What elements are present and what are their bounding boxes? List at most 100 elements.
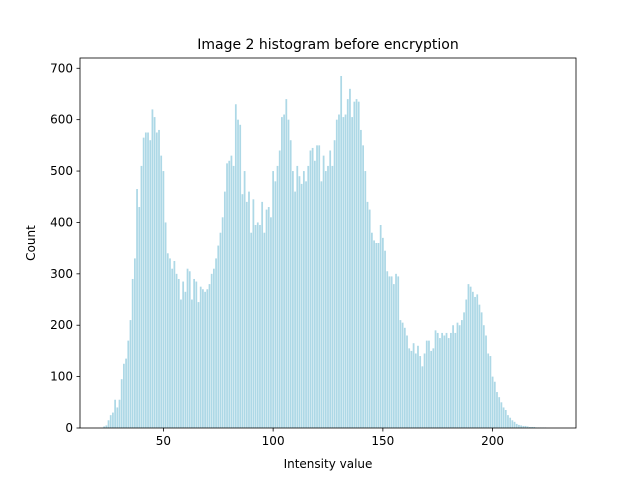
bar bbox=[193, 278, 196, 428]
bar bbox=[399, 320, 402, 428]
bar bbox=[276, 165, 279, 428]
bar bbox=[140, 165, 143, 428]
bar bbox=[302, 171, 305, 429]
bar bbox=[322, 155, 325, 428]
bar bbox=[138, 207, 141, 428]
bar bbox=[250, 232, 253, 428]
bar bbox=[300, 183, 303, 428]
bar bbox=[447, 338, 450, 428]
bar bbox=[502, 407, 505, 428]
bar bbox=[381, 237, 384, 428]
bar bbox=[351, 117, 354, 428]
bar bbox=[463, 312, 465, 428]
bar bbox=[436, 332, 439, 428]
plot-frame bbox=[79, 57, 577, 429]
bar bbox=[149, 140, 152, 428]
bar bbox=[125, 358, 127, 428]
bar bbox=[522, 425, 525, 428]
bar bbox=[434, 330, 437, 428]
bar bbox=[531, 426, 533, 428]
bar bbox=[166, 253, 169, 428]
bar bbox=[498, 397, 501, 428]
bar bbox=[471, 291, 474, 428]
bar bbox=[120, 379, 123, 428]
bar bbox=[403, 327, 406, 428]
bar bbox=[360, 129, 362, 428]
bar bbox=[241, 194, 244, 428]
bar bbox=[292, 171, 294, 429]
bar bbox=[335, 119, 338, 429]
bar bbox=[489, 356, 492, 428]
bar bbox=[526, 426, 529, 428]
bar bbox=[430, 350, 433, 428]
bar bbox=[261, 201, 264, 428]
chart-title: Image 2 histogram before encryption bbox=[197, 37, 459, 53]
bar bbox=[112, 412, 114, 428]
bar bbox=[397, 276, 400, 428]
bar bbox=[377, 243, 380, 428]
bar bbox=[107, 420, 110, 428]
bar bbox=[186, 268, 189, 428]
bar bbox=[478, 304, 481, 428]
y-tick-label: 200 bbox=[50, 318, 73, 332]
bar bbox=[408, 348, 411, 428]
bar bbox=[155, 132, 158, 428]
bar bbox=[221, 217, 224, 428]
bar bbox=[230, 155, 233, 428]
bar bbox=[524, 425, 527, 428]
bar bbox=[390, 276, 393, 428]
bar bbox=[182, 281, 185, 428]
bar bbox=[338, 114, 340, 429]
bar bbox=[226, 163, 228, 428]
bar bbox=[298, 176, 301, 428]
y-tick-label: 500 bbox=[50, 164, 73, 178]
bar bbox=[467, 284, 470, 428]
bar bbox=[456, 322, 459, 428]
bar bbox=[417, 345, 419, 428]
bar bbox=[452, 325, 454, 428]
bar bbox=[153, 117, 156, 428]
bar bbox=[313, 160, 316, 428]
bar bbox=[518, 424, 520, 428]
bar bbox=[419, 356, 422, 428]
bar bbox=[191, 299, 193, 428]
bar bbox=[164, 222, 167, 428]
bar bbox=[388, 276, 391, 428]
bar bbox=[493, 381, 496, 428]
bar bbox=[349, 88, 351, 428]
bar bbox=[515, 423, 518, 428]
bar bbox=[500, 402, 503, 428]
bar bbox=[485, 335, 487, 428]
bar bbox=[147, 132, 149, 428]
bar bbox=[371, 232, 373, 428]
bar bbox=[195, 281, 198, 428]
bar bbox=[318, 145, 321, 428]
bar bbox=[357, 101, 360, 429]
bar bbox=[267, 207, 270, 428]
bar bbox=[414, 353, 417, 428]
bar bbox=[259, 225, 261, 428]
bar bbox=[533, 426, 536, 428]
x-axis-label: Intensity value bbox=[284, 457, 373, 471]
bar bbox=[458, 325, 461, 428]
bar bbox=[274, 181, 277, 428]
bar bbox=[511, 420, 514, 428]
bar bbox=[296, 165, 299, 428]
bar bbox=[254, 225, 257, 428]
bar bbox=[144, 132, 147, 428]
bar bbox=[252, 199, 255, 428]
bar bbox=[173, 260, 176, 428]
bar bbox=[169, 258, 171, 428]
y-tick-label: 0 bbox=[65, 421, 73, 435]
bar bbox=[272, 171, 275, 429]
bar bbox=[281, 117, 283, 428]
bar bbox=[329, 150, 332, 428]
bar bbox=[248, 191, 250, 428]
bar bbox=[309, 150, 312, 428]
bar bbox=[133, 258, 136, 428]
bar bbox=[346, 99, 349, 428]
bar bbox=[445, 332, 448, 428]
bar bbox=[443, 335, 446, 428]
bar bbox=[294, 191, 296, 428]
bar bbox=[469, 286, 472, 428]
